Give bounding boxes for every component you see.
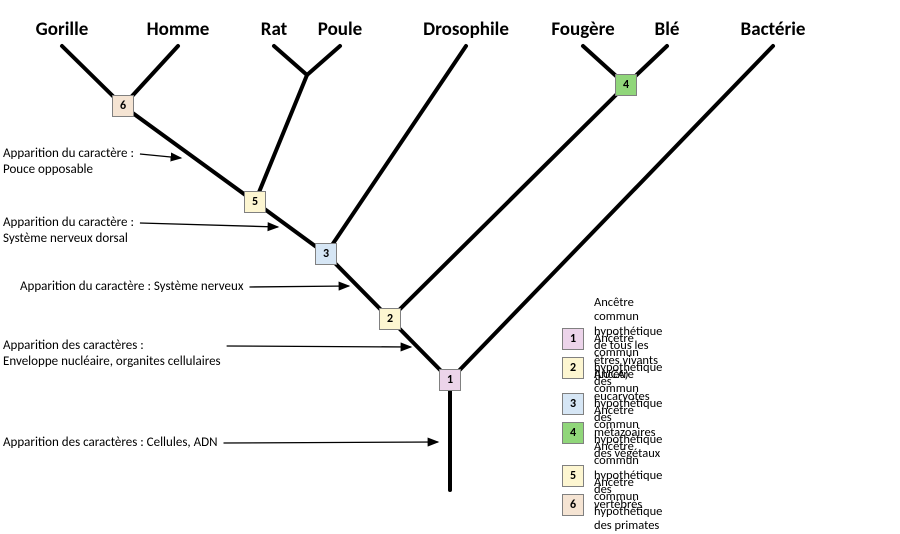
node-number: 2 — [387, 312, 393, 326]
node-1: 1 — [439, 369, 461, 391]
taxon-fougere: Fougère — [551, 18, 614, 41]
character-label-line: Système nerveux dorsal — [3, 231, 134, 247]
node-5: 5 — [244, 191, 266, 213]
character-arrow — [140, 154, 181, 158]
tree-edge — [255, 75, 307, 202]
character-label-c5: Apparition du caractère :Système nerveux… — [3, 215, 134, 248]
character-label-line: Pouce opposable — [3, 162, 134, 178]
tree-edge — [307, 46, 340, 75]
character-label-c1: Apparition des caractères : Cellules, AD… — [3, 435, 218, 451]
taxon-homme: Homme — [147, 18, 210, 41]
tree-edge — [390, 85, 626, 319]
node-number: 4 — [623, 78, 629, 92]
character-arrow — [249, 286, 349, 287]
character-arrow — [227, 346, 411, 347]
taxon-rat: Rat — [261, 18, 288, 41]
character-label-c6: Apparition du caractère :Pouce opposable — [3, 146, 134, 179]
legend-number: 6 — [570, 498, 576, 512]
legend-number: 4 — [570, 426, 576, 440]
node-number: 6 — [120, 99, 126, 113]
legend-box-6: 6 — [562, 494, 584, 516]
node-6: 6 — [112, 95, 134, 117]
legend-row-6: 6 Ancêtre commun hypothétique des primate… — [562, 476, 662, 534]
node-number: 3 — [323, 247, 329, 261]
node-3: 3 — [315, 243, 337, 265]
node-number: 1 — [447, 373, 453, 387]
character-label-line: Apparition du caractère : — [3, 146, 134, 162]
taxon-poule: Poule — [318, 18, 362, 41]
character-label-line: Apparition des caractères : — [3, 338, 221, 354]
character-label-c2: Apparition des caractères :Enveloppe nuc… — [3, 338, 221, 371]
character-label-line: Apparition des caractères : Cellules, AD… — [3, 435, 218, 451]
taxon-bacterie: Bactérie — [741, 18, 806, 41]
node-4: 4 — [615, 74, 637, 96]
character-arrow — [140, 223, 278, 227]
taxon-gorille: Gorille — [36, 18, 89, 41]
tree-edge — [326, 46, 466, 254]
node-2: 2 — [379, 308, 401, 330]
legend-text: Ancêtre commun hypothétique des primates — [594, 476, 662, 534]
taxon-ble: Blé — [655, 18, 680, 41]
node-number: 5 — [252, 195, 258, 209]
character-label-line: Apparition du caractère : Système nerveu… — [20, 279, 243, 295]
tree-edge — [274, 46, 307, 75]
taxon-drosophile: Drosophile — [423, 18, 509, 41]
character-label-c3: Apparition du caractère : Système nerveu… — [20, 279, 243, 295]
character-label-line: Enveloppe nucléaire, organites cellulair… — [3, 354, 221, 370]
character-label-line: Apparition du caractère : — [3, 215, 134, 231]
character-arrow — [224, 442, 439, 443]
